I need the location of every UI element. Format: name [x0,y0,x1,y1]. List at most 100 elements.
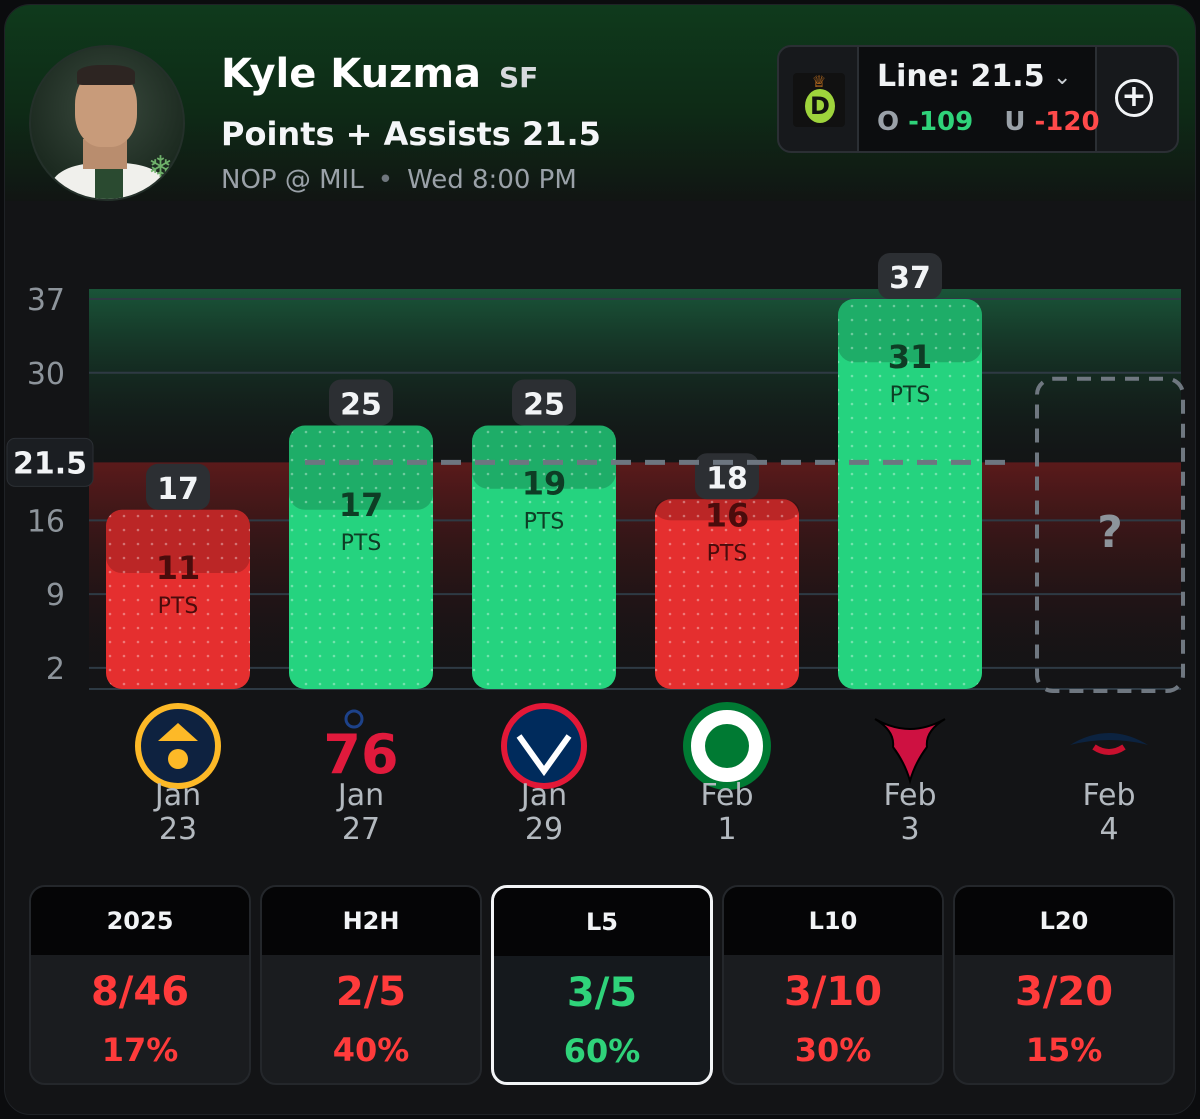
stat-card-hit-rate: 3/5 [566,970,638,1016]
bar-dots [838,299,982,689]
game-date-month: Jan [154,778,202,813]
stat-card-h2h[interactable]: H2H 2/5 40% [260,885,482,1085]
stat-card-percentage: 15% [1025,1031,1103,1069]
stat-card-percentage: 60% [563,1032,641,1070]
upcoming-game-placeholder [1035,376,1185,693]
game-date-month: Feb [700,778,754,813]
stat-card-hit-rate: 8/46 [90,969,190,1015]
stat-card-percentage: 17% [101,1031,179,1069]
line-dropdown[interactable]: Line: 21.5 ⌄ O -109 U -120 [857,47,1100,151]
bar-pts-unit: PTS [341,531,382,556]
bar-chart: 37 30 16 9 2 11 PTS 17 17 PTS 25 19 PTS 25 16 PTS 18 31 PT… [6,253,1185,790]
bucks-logo-icon: ❄ [147,150,173,185]
y-tick-label: 37 [27,283,65,318]
game-date-label: Feb 4 [1039,779,1179,847]
stat-card-2025[interactable]: 2025 8/46 17% [29,885,251,1085]
chevron-down-icon[interactable]: ⌄ [1053,65,1072,90]
stats-row: 2025 8/46 17% H2H 2/5 40% L5 3/5 60% L10 3/10 30% L2… [29,885,1179,1087]
bar-dots [289,425,433,689]
upcoming-question-mark: ? [1097,507,1123,558]
under-odds: -120 [1034,107,1100,137]
bar-pts-unit: PTS [707,541,748,566]
bar-dots [655,499,799,689]
game-date-day: 23 [158,812,198,847]
bar-total-badge [329,379,393,426]
stat-card-label: 2025 [31,887,249,955]
d-mark-icon: D [805,89,835,123]
stat-card-hit-rate: 3/20 [1014,969,1114,1015]
line-value-label: 21.5 [13,446,87,481]
bar-pts-value: 31 [888,338,933,376]
bar-dots [472,425,616,689]
game-date-day: 3 [900,812,920,847]
bar-pts-value: 16 [705,496,750,534]
svg-text:76: 76 [323,723,398,786]
odds-row: O -109 U -120 [877,107,1100,137]
celtics-logo-icon [683,702,771,790]
76ers-logo-icon: 76 [323,709,399,786]
game-info: NOP @ MIL • Wed 8:00 PM [221,165,577,195]
crown-icon: ♕ [811,72,827,91]
stat-card-l5[interactable]: L5 3/5 60% [491,885,713,1085]
game-date-month: Jan [520,778,568,813]
under-label: U [1004,107,1026,137]
stat-card-label: H2H [262,887,480,955]
game-date-month: Jan [337,778,385,813]
bulls-logo-icon [874,718,946,785]
player-name-text: Kyle Kuzma [221,51,481,97]
draftkings-logo-icon: ♕ D [793,73,845,127]
player-position: SF [498,61,539,94]
bar-pts-unit: PTS [890,383,931,408]
over-zone [89,289,1181,463]
game-date-month: Feb [1082,778,1136,813]
game-date-day: 27 [341,812,381,847]
stat-card-label: L5 [494,888,710,956]
stat-card-l20[interactable]: L20 3/20 15% [953,885,1175,1085]
avatar-hair [77,65,135,85]
game-date-day: 29 [524,812,564,847]
player-avatar: ❄ [29,45,185,201]
game-time: Wed 8:00 PM [407,165,577,195]
prop-line: Points + Assists 21.5 [221,115,601,153]
bar-pts-unit: PTS [524,510,565,535]
bar-total-badge [695,453,759,500]
bar-total-value: 18 [706,461,748,496]
avatar-jersey-stripe [95,163,123,199]
nuggets-logo-icon [135,703,221,789]
bar-pts-unit: PTS [158,594,199,619]
bar-pts-value: 17 [339,486,384,524]
bar-pts-value: 19 [522,465,567,503]
stat-card-hit-rate: 2/5 [335,969,407,1015]
game-date-month: Feb [883,778,937,813]
line-selector[interactable]: ♕ D Line: 21.5 ⌄ O -109 U -120 + [777,45,1179,153]
bar-total-badge [878,253,942,299]
wizards-logo-icon [501,703,587,789]
game-date-label: Jan 27 [291,779,431,847]
prop-card: ❄ Kyle Kuzma SF Points + Assists 21.5 NO… [4,4,1196,1115]
stat-card-label: L20 [955,887,1173,955]
game-date-label: Jan 29 [474,779,614,847]
bar-total-value: 17 [157,472,199,507]
game-date-day: 4 [1099,812,1119,847]
bar-total-value: 25 [340,387,382,422]
stat-card-l10[interactable]: L10 3/10 30% [722,885,944,1085]
stat-card-label: L10 [724,887,942,955]
card-header: ❄ Kyle Kuzma SF Points + Assists 21.5 NO… [5,5,1195,201]
y-tick-label: 9 [46,578,65,613]
stat-card-hit-rate: 3/10 [783,969,883,1015]
plus-circle-icon[interactable]: + [1115,79,1153,117]
y-tick-label: 16 [27,504,65,539]
chart-area: 37 30 16 9 2 11 PTS 17 17 PTS 25 19 PTS 25 16 PTS 18 31 PT… [5,201,1195,851]
pelicans-logo-icon [1070,733,1148,755]
under-zone [89,462,1181,689]
stat-card-percentage: 30% [794,1031,872,1069]
over-label: O [877,107,900,137]
bar-total-badge [146,463,210,510]
player-name: Kyle Kuzma SF [221,51,538,97]
line-label: Line: 21.5 [877,59,1045,94]
y-tick-label: 2 [46,652,65,687]
bar-pts-value: 11 [156,549,201,587]
game-date-label: Jan 23 [108,779,248,847]
bar-total-value: 25 [523,387,565,422]
separator-dot: • [377,165,394,195]
